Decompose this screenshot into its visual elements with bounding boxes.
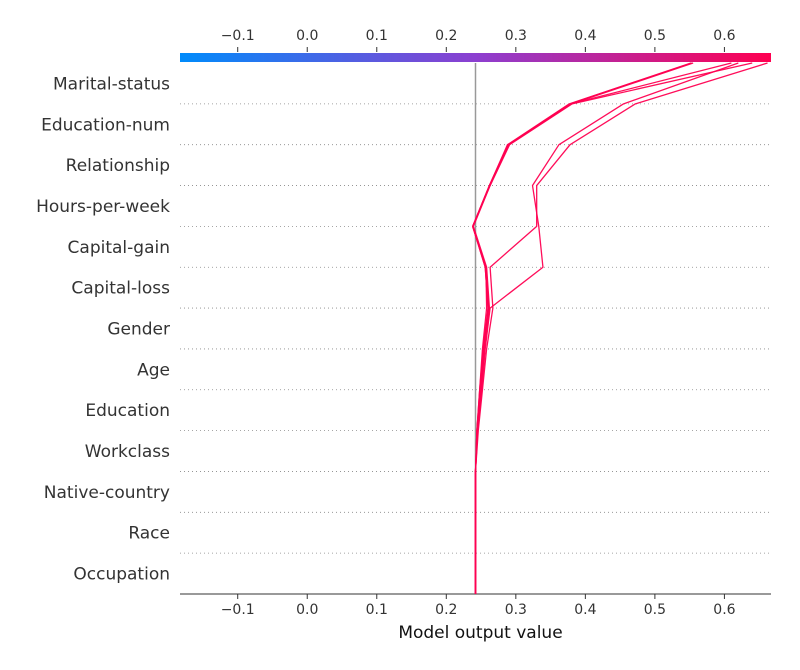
feature-label-relationship: Relationship — [66, 156, 170, 176]
top-tick-label: 0.3 — [505, 28, 527, 44]
prediction-line-sample-6 — [474, 62, 739, 594]
bottom-tick-label: 0.4 — [574, 602, 596, 618]
prediction-line-sample-3 — [472, 62, 694, 594]
prediction-line-sample-5 — [472, 62, 753, 594]
top-tick-label: 0.4 — [574, 28, 596, 44]
feature-label-race: Race — [128, 524, 170, 544]
x-axes: −0.1 −0.1 0.0 0.0 0.1 0.1 0.2 0.2 0.3 0.3 0.4 0.4 0.… — [180, 28, 771, 618]
x-axis-title: Model output value — [398, 623, 562, 643]
feature-label-age: Age — [137, 360, 170, 380]
prediction-line-sample-1 — [472, 62, 692, 594]
feature-label-native-country: Native-country — [44, 483, 170, 503]
feature-label-workclass: Workclass — [85, 442, 170, 462]
feature-labels: Marital-status Education-num Relationship H… — [36, 74, 170, 584]
feature-label-gender: Gender — [107, 320, 170, 340]
bottom-tick-label: 0.0 — [296, 602, 318, 618]
top-tick-label: 0.2 — [435, 28, 457, 44]
feature-label-education: Education — [85, 401, 170, 421]
prediction-lines — [472, 62, 768, 594]
prediction-line-sample-7 — [474, 62, 768, 594]
bottom-tick-label: 0.5 — [644, 602, 666, 618]
prediction-line-sample-2 — [472, 62, 692, 594]
top-tick-label: 0.0 — [296, 28, 318, 44]
feature-label-education-num: Education-num — [41, 115, 170, 135]
bottom-tick-label: 0.1 — [366, 602, 388, 618]
feature-label-capital-gain: Capital-gain — [68, 238, 170, 258]
feature-gridlines — [180, 103, 771, 554]
bottom-tick-label: 0.3 — [505, 602, 527, 618]
bottom-tick-label: 0.6 — [713, 602, 735, 618]
bottom-tick-label: 0.2 — [435, 602, 457, 618]
colorbar — [180, 53, 771, 62]
feature-label-hours-per-week: Hours-per-week — [36, 197, 170, 217]
top-tick-label: 0.1 — [366, 28, 388, 44]
top-tick-label: 0.5 — [644, 28, 666, 44]
bottom-tick-label: −0.1 — [221, 602, 255, 618]
top-tick-label: 0.6 — [713, 28, 735, 44]
feature-label-marital-status: Marital-status — [53, 74, 170, 94]
feature-label-occupation: Occupation — [73, 565, 170, 585]
feature-label-capital-loss: Capital-loss — [71, 279, 170, 299]
top-tick-label: −0.1 — [221, 28, 255, 44]
